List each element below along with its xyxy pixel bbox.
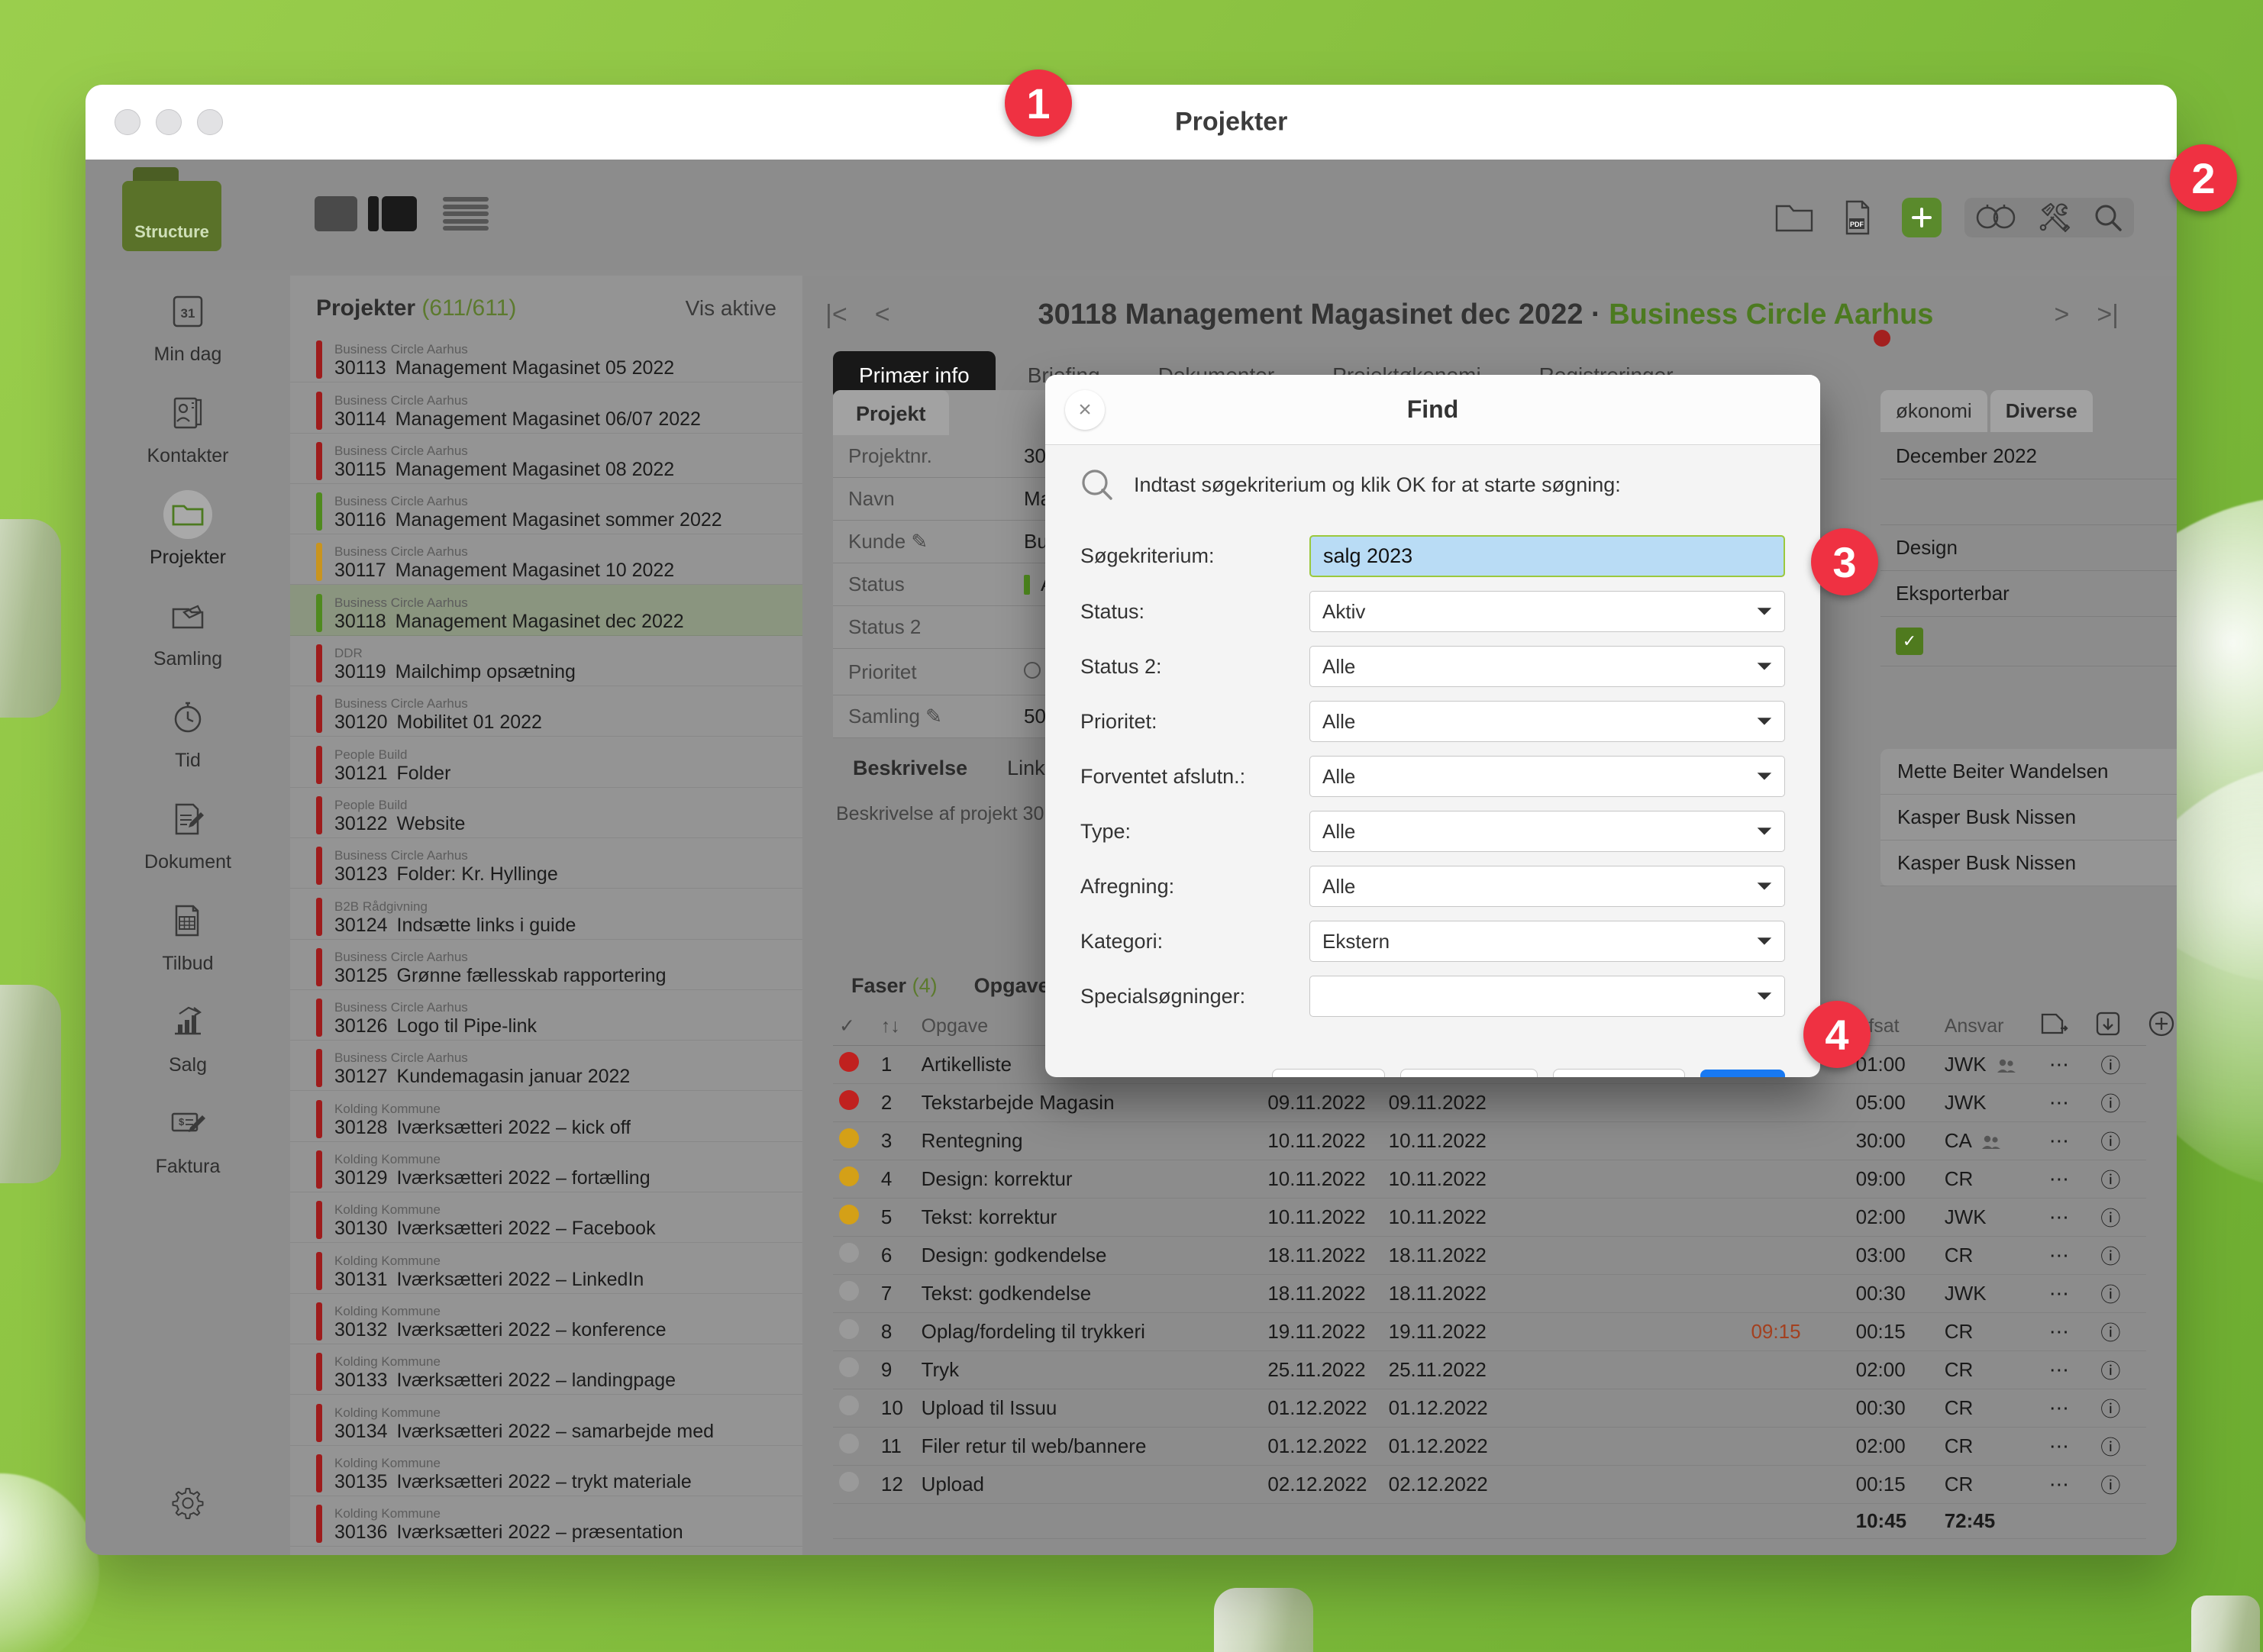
svg-text:$: $ (179, 1116, 185, 1128)
svg-text:PDF: PDF (1850, 221, 1864, 228)
svg-text:31: 31 (181, 306, 195, 321)
